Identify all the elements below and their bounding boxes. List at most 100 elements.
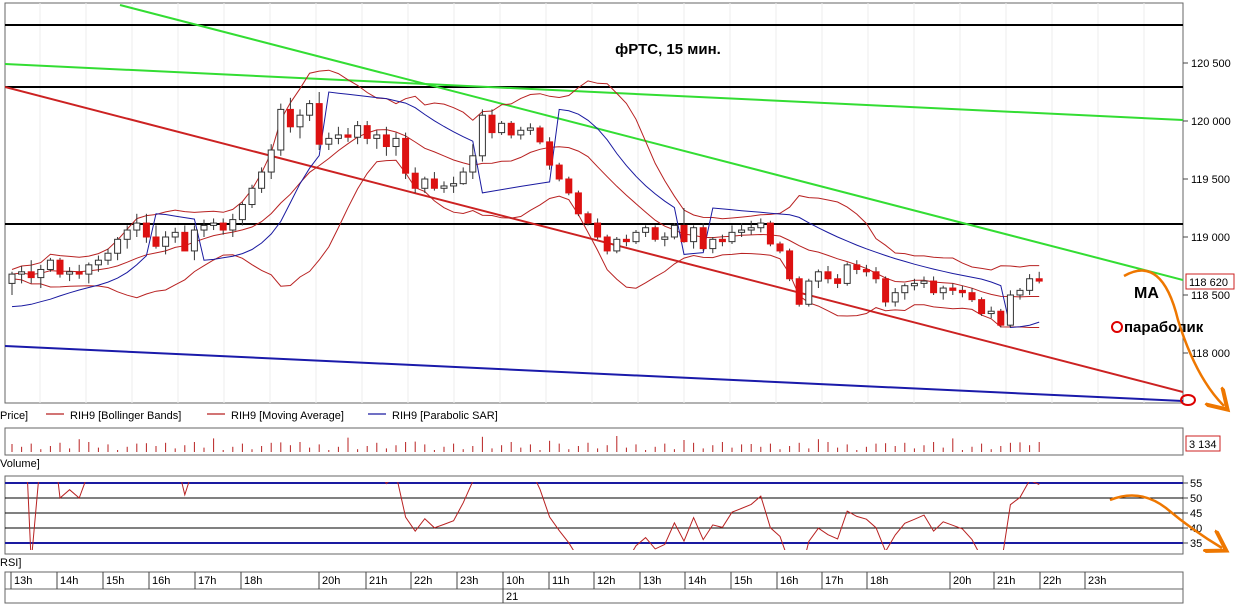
candle [930,276,938,295]
candle-body-up [210,222,218,226]
candle [613,237,621,254]
candle [286,97,294,133]
candle-body-up [613,238,621,252]
candle-body-down [344,134,352,138]
candle [171,227,179,243]
time-tick-label: 14h [60,575,78,587]
candle-body-up [1016,289,1024,296]
candle-body-down [142,222,150,238]
rsi-tick-label: 45 [1190,508,1202,520]
candle [824,266,832,284]
candle-body-up [526,127,534,131]
candle [498,121,506,135]
candle-body-down [584,213,592,224]
time-tick-label: 12h [597,575,615,587]
candle-body-up [306,103,314,116]
candle [181,225,189,252]
candle [56,257,64,278]
candle [718,234,726,247]
candle-body-up [757,222,765,229]
candle-body-up [104,252,112,261]
candle-body-up [8,273,16,284]
time-tick-label: 20h [953,575,971,587]
trend-line-green-flat [5,63,1183,121]
candle [738,223,746,237]
candle-body-up [248,187,256,206]
rsi-label: RSI] [0,557,21,569]
candle [805,278,813,307]
candle-body-up [373,134,381,139]
candle-body-up [670,224,678,238]
candle-body-down [546,141,554,166]
candle-body-up [133,222,141,231]
candle-body-down [411,172,419,189]
candle [123,225,131,249]
price-panel-frame [4,2,1184,404]
candle-body-up [478,114,486,157]
candle-body-down [181,231,189,252]
candle [872,267,880,284]
candle-body-up [46,259,54,270]
candle [382,126,390,156]
candle-body-up [66,271,74,275]
ma-annotation: MA [1134,285,1159,302]
candle-body-up [920,280,928,284]
candle [219,218,227,235]
time-ticks: 13h 14h 15h 16h 17h 18h 20h 21h 22h 23h 10h 11h 12h 1… [10,572,1106,589]
trend-line-blue [5,345,1183,402]
time-tick-label: 17h [198,575,216,587]
candle-body-down [680,224,688,243]
sar-marker-circle [1111,321,1123,333]
candle-body-down [363,125,371,139]
candle-body-up [910,282,918,287]
candle [402,132,410,179]
time-tick-label: 23h [460,575,478,587]
rsi-gridlines [5,482,1183,544]
candle [574,190,582,217]
candle [968,288,976,302]
candle-body-down [718,238,726,243]
candle-body-down [603,236,611,252]
candle [469,144,477,179]
candle-body-up [190,229,198,252]
trend-line-red [5,86,1183,393]
rsi-polyline [27,482,1040,550]
candle-body-up [987,310,995,315]
price-tick-label: 118 000 [1191,348,1230,360]
candle [238,202,246,226]
candle [210,218,218,231]
candle-body-up [805,280,813,305]
candle [478,109,486,162]
candle [997,308,1005,328]
time-tick-label: 10h [506,575,524,587]
bollinger-upper-line [11,69,1040,271]
candle-body-down [699,227,707,250]
chart-title: фРТС, 15 мин. [615,41,721,58]
date-axis-frame [4,588,1184,604]
price-panel: фРТС, 15 мин. [4,2,1184,404]
candle [910,278,918,291]
time-tick-label: 11h [552,575,570,587]
candle-body-down [152,236,160,247]
candle-body-down [958,289,966,294]
candles [8,92,1043,328]
candle-body-down [853,264,861,270]
candle-body-down [402,137,410,174]
candle-body-up [123,229,131,240]
time-tick-label: 16h [780,575,798,587]
candle [162,231,170,255]
candle-body-up [642,227,650,233]
candle [411,167,419,193]
horizontal-levels [5,24,1183,225]
candle-body-up [517,129,525,136]
volume-label: Volume] [0,458,40,470]
time-tick-label: 15h [106,575,124,587]
forecast-arrow-price [1123,269,1224,407]
time-tick-label: 20h [322,575,340,587]
candle [1026,274,1034,295]
candle [459,167,467,185]
candle-body-down [382,134,390,148]
candle-body-up [440,185,448,189]
candle [94,255,102,272]
